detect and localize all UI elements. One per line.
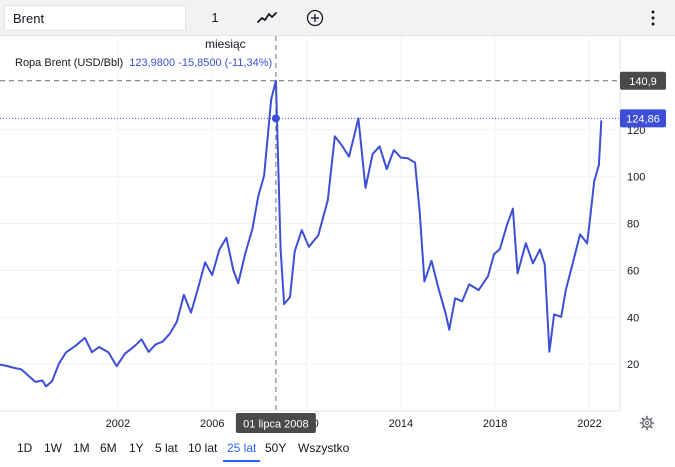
- y-tick-label: 40: [627, 312, 639, 324]
- y-tick-label: 80: [627, 219, 639, 231]
- svg-text:140,9: 140,9: [629, 76, 657, 88]
- range-button[interactable]: 25 lat: [227, 441, 257, 455]
- add-circle-icon: [306, 9, 324, 27]
- add-indicator-button[interactable]: [303, 6, 327, 30]
- gear-icon[interactable]: [639, 415, 655, 431]
- y-tick-label: 60: [627, 265, 639, 277]
- price-change: -15,8500: [178, 57, 222, 69]
- range-button[interactable]: 6M: [100, 441, 117, 455]
- x-tick-label: 2022: [577, 418, 601, 430]
- x-tick-label: 2002: [106, 418, 130, 430]
- crosshair-price-tag: 140,9: [620, 71, 666, 90]
- x-tick-label: 2014: [389, 418, 413, 430]
- range-button[interactable]: 1W: [44, 441, 62, 455]
- last-value: 123,9800: [129, 57, 176, 69]
- svg-text:124,86: 124,86: [626, 113, 660, 125]
- x-axis-ticks: 200220062010201420182022: [106, 418, 602, 430]
- range-button[interactable]: 50Y: [265, 441, 287, 455]
- crosshair-date-tag: 01 lipca 2008: [235, 413, 316, 433]
- last-price-tag: 124,86: [620, 109, 666, 128]
- chart-legend: Ropa Brent (USD/Bbl) 123,9800 -15,8500 (-…: [15, 57, 272, 69]
- y-tick-label: 120: [627, 125, 645, 137]
- y-tick-label: 100: [627, 172, 645, 184]
- time-range-bar: 1D 1W 1M 6M 1Y 5 lat 10 lat 25 lat 50Y Wszystko: [0, 436, 675, 464]
- series-line-brent: [0, 79, 603, 388]
- active-range-underline: [223, 460, 260, 462]
- more-menu-button[interactable]: [645, 6, 661, 30]
- y-tick-label: 20: [627, 359, 639, 371]
- range-button[interactable]: 5 lat: [155, 441, 178, 455]
- crosshair-point: [271, 114, 280, 123]
- symbol-search-input[interactable]: [4, 5, 186, 31]
- toolbar: 1: [0, 0, 675, 36]
- price-change-percent: (-11,34%): [224, 57, 273, 69]
- line-chart-icon: [257, 12, 277, 23]
- vertical-dots-icon: [651, 10, 655, 26]
- range-button[interactable]: 1M: [73, 441, 90, 455]
- range-button[interactable]: 1D: [17, 441, 33, 455]
- instrument-name: Ropa Brent (USD/Bbl): [15, 57, 124, 69]
- range-button[interactable]: 10 lat: [188, 441, 218, 455]
- chart-grid: [0, 36, 620, 411]
- x-tick-label: 2006: [200, 418, 224, 430]
- y-axis-ticks: 20 40 60 80 100 120: [627, 125, 645, 371]
- chart-style-button[interactable]: [254, 6, 280, 30]
- interval-label: miesiąc: [205, 37, 246, 51]
- interval-button[interactable]: 1: [211, 10, 219, 25]
- svg-text:01 lipca 2008: 01 lipca 2008: [243, 419, 308, 431]
- legend-values: 123,9800 -15,8500 (-11,34%): [129, 57, 272, 69]
- x-tick-label: 2018: [483, 418, 507, 430]
- range-button[interactable]: Wszystko: [298, 441, 350, 455]
- range-button[interactable]: 1Y: [129, 441, 144, 455]
